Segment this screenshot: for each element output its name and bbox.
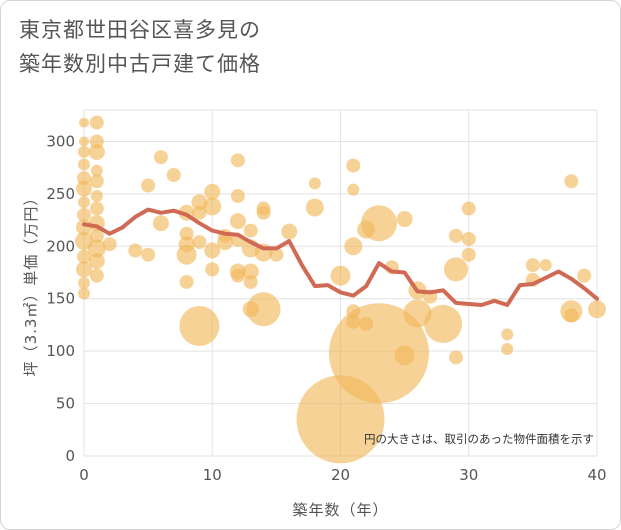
chart-title-line1: 東京都世田谷区喜多見の	[19, 18, 261, 42]
bubble-88	[461, 201, 476, 216]
x-tick-label-3: 30	[459, 466, 478, 484]
y-tick-label-2: 100	[46, 342, 75, 360]
bubble-11	[76, 261, 92, 278]
bubble-24	[88, 252, 105, 269]
bubble-77	[328, 303, 429, 404]
bubble-86	[443, 257, 468, 282]
bubble-92	[501, 343, 514, 356]
x-tick-label-1: 10	[203, 466, 222, 484]
bubble-93	[525, 258, 540, 273]
bubble-44	[204, 242, 221, 259]
bubble-36	[176, 244, 197, 265]
bubble-90	[461, 247, 476, 262]
bubble-99	[577, 268, 592, 283]
bubble-31	[152, 215, 169, 232]
bubble-63	[269, 247, 284, 262]
bubble-91	[501, 328, 514, 341]
trend-line-layer	[82, 207, 599, 307]
bubble-1	[79, 136, 89, 147]
bubble-76	[360, 205, 397, 242]
x-tick-label-4: 40	[587, 466, 606, 484]
bubble-5	[76, 180, 92, 197]
chart-title: 東京都世田谷区喜多見の 築年数別中古戸建て価格	[19, 13, 261, 81]
bubble-22	[89, 228, 104, 243]
bubble-layer	[75, 115, 606, 464]
bubble-2	[78, 145, 90, 158]
bubble-84	[424, 304, 463, 343]
bubble-80	[394, 345, 415, 366]
bubble-41	[179, 305, 220, 346]
bubble-17	[90, 164, 103, 177]
bubble-37	[179, 274, 194, 289]
y-tick-label-4: 200	[46, 237, 75, 255]
x-tick-label-0: 0	[79, 466, 89, 484]
bubble-95	[539, 259, 552, 272]
y-tick-label-5: 250	[46, 185, 75, 203]
bubble-69	[346, 158, 361, 173]
bubble-12	[78, 277, 90, 289]
bubble-79	[396, 211, 413, 228]
bubble-50	[229, 213, 246, 230]
bubble-39	[192, 205, 207, 220]
bubble-96	[564, 174, 579, 189]
bubble-85	[448, 228, 463, 243]
bubble-57	[243, 274, 258, 289]
bubble-25	[89, 268, 104, 283]
x-axis-title: 築年数（年）	[292, 501, 388, 519]
bubble-49	[230, 188, 245, 203]
bubble-87	[448, 350, 463, 365]
bubble-18	[89, 174, 104, 189]
bubble-20	[89, 201, 104, 216]
bubble-27	[128, 243, 143, 258]
bubble-70	[347, 183, 360, 196]
bubble-7	[77, 207, 91, 222]
bubble-30	[153, 150, 168, 165]
y-axis-title: 坪（3.3㎡）単価（万円）	[22, 190, 40, 377]
chart-title-line2: 築年数別中古戸建て価格	[19, 52, 261, 76]
y-tick-label-3: 150	[46, 290, 75, 308]
bubble-71	[344, 237, 363, 256]
size-annotation: 円の大きさは、取引のあった物件面積を示す	[364, 432, 594, 446]
bubble-67	[330, 265, 351, 286]
bubble-66	[305, 198, 324, 217]
bubble-3	[78, 158, 90, 171]
bubble-26	[102, 237, 117, 252]
bubble-14	[89, 115, 104, 130]
trend-line-0	[82, 207, 599, 307]
bubble-16	[88, 143, 105, 160]
bubble-32	[166, 168, 181, 183]
bubble-10	[77, 249, 91, 264]
bubble-48	[230, 153, 245, 168]
bubble-29	[141, 247, 156, 262]
bubble-13	[78, 287, 90, 300]
bubble-43	[203, 197, 222, 216]
bubble-45	[205, 262, 220, 277]
bubble-40	[192, 235, 207, 250]
bubble-54	[243, 223, 258, 238]
bubble-23	[87, 239, 106, 258]
bubble-53	[230, 268, 245, 283]
bubble-89	[461, 231, 476, 246]
bubble-6	[78, 196, 90, 209]
bubble-0	[79, 117, 89, 128]
y-tick-label-6: 300	[46, 132, 75, 150]
bubble-19	[90, 189, 103, 202]
x-tick-label-2: 20	[331, 466, 350, 484]
bubble-62	[246, 292, 281, 327]
bubble-65	[308, 177, 321, 190]
bubble-47	[217, 234, 234, 251]
bubble-56	[242, 263, 259, 280]
bubble-98	[564, 308, 579, 323]
y-tick-label-1: 50	[56, 395, 75, 413]
y-tick-label-0: 0	[65, 447, 75, 465]
bubble-42	[204, 183, 221, 200]
bubble-64	[281, 223, 298, 240]
tick-labels: 0 10 20 30 40 0 50 100 150 200 250 300	[46, 132, 606, 484]
bubble-28	[141, 178, 156, 193]
bubble-100	[588, 300, 606, 319]
bubble-60	[256, 205, 271, 220]
